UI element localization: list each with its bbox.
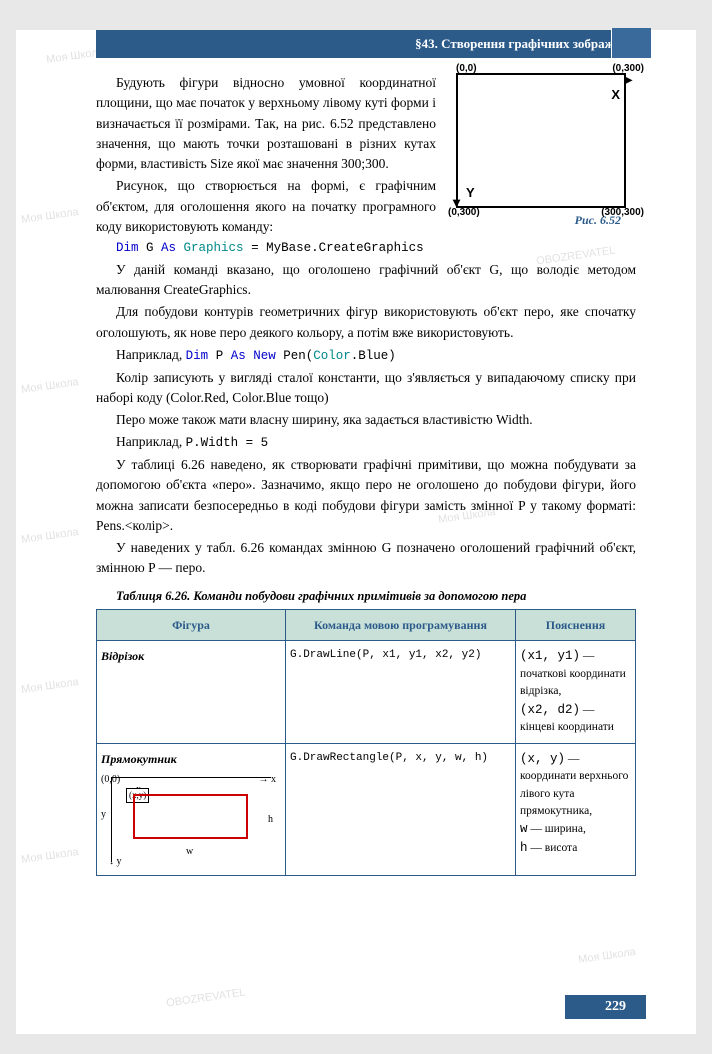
h-label: h	[268, 812, 273, 827]
x-axis-label: X	[611, 85, 620, 105]
paragraph: Наприклад, P.Width = 5	[96, 432, 636, 453]
keyword: Dim	[186, 349, 209, 363]
header-icon	[611, 28, 651, 58]
paragraph: Для побудови контурів геометричних фігур…	[96, 302, 636, 343]
col-header: Фігура	[97, 610, 286, 641]
watermark: OBOZREVATEL	[166, 987, 247, 1010]
col-header: Пояснення	[516, 610, 636, 641]
page-content: (0,0) (0,300) (0,300) (300,300) X Y ▸ ▾ …	[16, 58, 696, 876]
code-line: Dim G As Graphics = MyBase.CreateGraphic…	[96, 239, 636, 258]
explanation: (x, y) — координати верхнього лівого кут…	[516, 743, 636, 875]
section-header: §43. Створення графічних зображень	[96, 30, 646, 58]
paragraph: Колір записують у вигляді сталої констан…	[96, 368, 636, 409]
type: Graphics	[176, 241, 244, 255]
x-arrow: → x	[259, 772, 277, 787]
paragraph: У наведених у табл. 6.26 командах змінно…	[96, 538, 636, 579]
figure-name: Відрізок	[97, 641, 286, 743]
arrow-right-icon: ▸	[625, 70, 632, 91]
rectangle-diagram: (0,0) x → x (x,y) y h w ↓ y	[101, 772, 281, 867]
coord-tl: (0,0)	[456, 61, 477, 76]
keyword: Dim	[116, 241, 139, 255]
keyword: As	[161, 241, 176, 255]
command-code: G.DrawRectangle(P, x, y, w, h)	[286, 743, 516, 875]
table-caption: Таблиця 6.26. Команди побудови графічних…	[116, 587, 636, 606]
page-number: 229	[565, 995, 646, 1019]
paragraph: Наприклад, Dim P As New Pen(Color.Blue)	[96, 345, 636, 366]
w-label: w	[186, 844, 193, 859]
coord-br: (300,300)	[601, 205, 644, 220]
table-header-row: Фігура Команда мовою програмування Поясн…	[97, 610, 636, 641]
section-title: §43. Створення графічних зображень	[415, 36, 634, 51]
type: Color	[313, 349, 351, 363]
explanation: (x1, y1) — початкові координати відрізка…	[516, 641, 636, 743]
textbook-page: Моя Школа Моя Школа Моя Школа Моя Школа …	[16, 30, 696, 1034]
command-code: G.DrawLine(P, x1, y1, x2, y2)	[286, 641, 516, 743]
rect-shape	[133, 794, 248, 839]
watermark: Моя Школа	[578, 946, 637, 966]
figure-name: Прямокутник (0,0) x → x (x,y) y h w ↓ y	[97, 743, 286, 875]
y-axis-label: Y	[466, 183, 475, 203]
y-label: y	[101, 807, 106, 822]
table-row: Відрізок G.DrawLine(P, x1, y1, x2, y2) (…	[97, 641, 636, 743]
coord-box: (0,0) (0,300) (0,300) (300,300) X Y ▸ ▾	[456, 73, 626, 208]
keyword: As New	[231, 349, 276, 363]
table-row: Прямокутник (0,0) x → x (x,y) y h w ↓ y	[97, 743, 636, 875]
col-header: Команда мовою програмування	[286, 610, 516, 641]
paragraph: У таблиці 6.26 наведено, як створювати г…	[96, 455, 636, 536]
code: P.Width = 5	[186, 436, 269, 450]
paragraph: У даній команді вказано, що оголошено гр…	[96, 260, 636, 301]
commands-table: Фігура Команда мовою програмування Поясн…	[96, 609, 636, 875]
coordinate-figure: (0,0) (0,300) (0,300) (300,300) X Y ▸ ▾ …	[446, 73, 636, 229]
arrow-down-icon: ▾	[453, 193, 460, 214]
paragraph: Перо може також мати власну ширину, яка …	[96, 410, 636, 430]
